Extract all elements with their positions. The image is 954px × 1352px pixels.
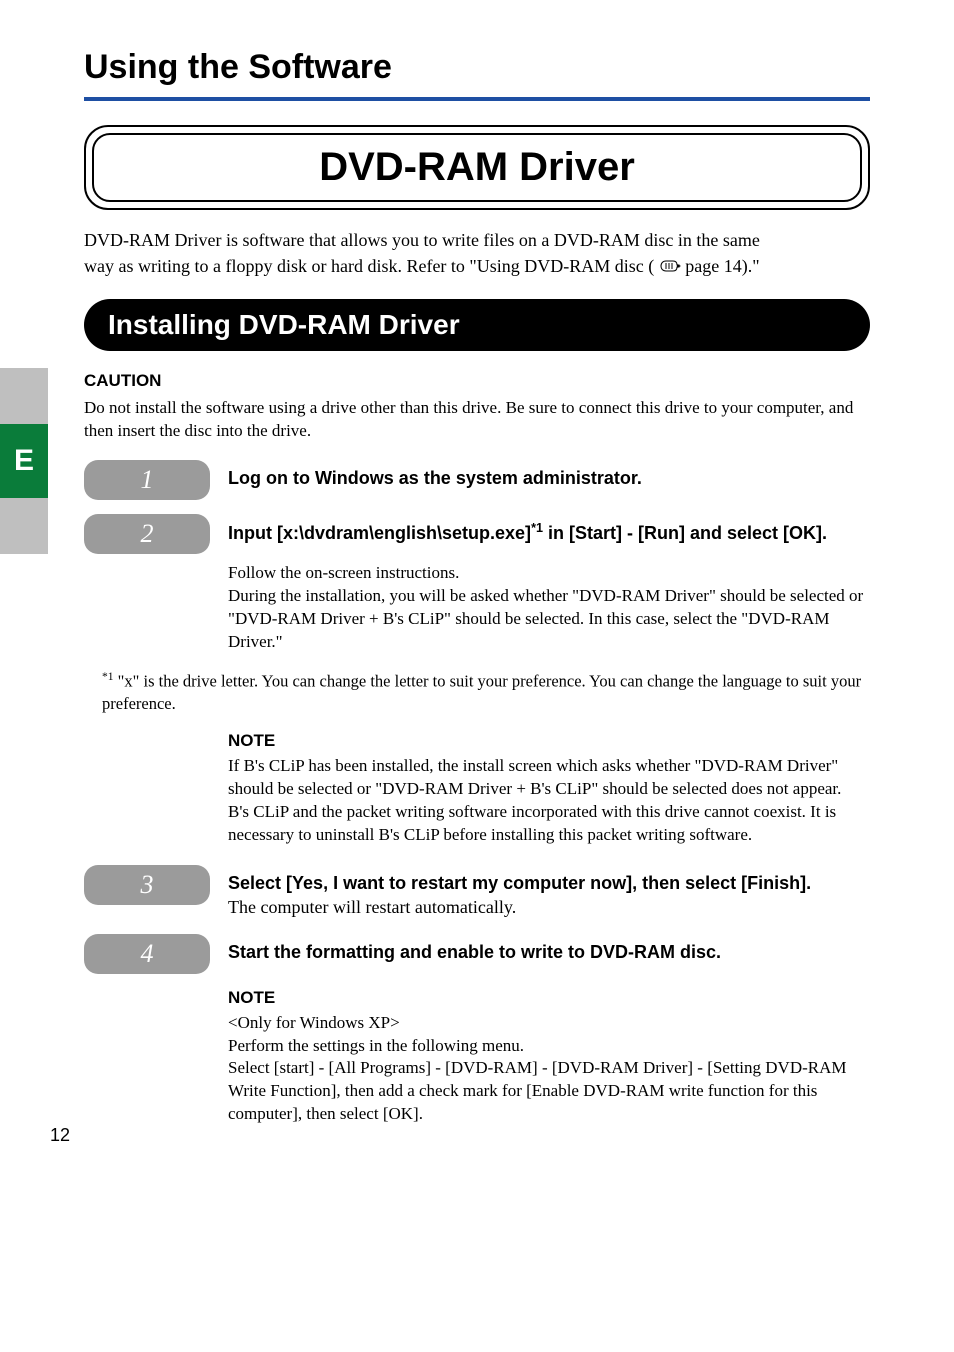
step-number-4: 4 (84, 934, 210, 974)
framed-title-outer: DVD-RAM Driver (84, 125, 870, 210)
step-2-sub: Follow the on-screen instructions. Durin… (228, 562, 870, 654)
intro-line-2b: page 14)." (685, 256, 759, 276)
step-number-1: 1 (84, 460, 210, 500)
step-4-note: NOTE <Only for Windows XP> Perform the s… (228, 988, 870, 1127)
footnote-1-text: *1 "x" is the drive letter. You can chan… (102, 670, 870, 715)
caution-label: CAUTION (84, 371, 870, 391)
step-3: 3 Select [Yes, I want to restart my comp… (84, 865, 870, 920)
step-2-note-line1: If B's CLiP has been installed, the inst… (228, 755, 870, 801)
step-4-primary: Start the formatting and enable to write… (228, 940, 870, 964)
intro-line-2: way as writing to a floppy disk or hard … (84, 254, 870, 280)
step-3-body: Select [Yes, I want to restart my comput… (228, 865, 870, 920)
step-1: 1 Log on to Windows as the system admini… (84, 460, 870, 500)
step-2-body: Input [x:\dvdram\english\setup.exe]*1 in… (228, 514, 870, 545)
page-container: Using the Software DVD-RAM Driver DVD-RA… (0, 0, 954, 1174)
step-2-sub-line1: Follow the on-screen instructions. (228, 562, 870, 585)
step-4-note-line2: Perform the settings in the following me… (228, 1035, 870, 1058)
framed-title-text: DVD-RAM Driver (94, 145, 860, 190)
section-title: Using the Software (84, 48, 870, 87)
caution-text: Do not install the software using a driv… (84, 397, 870, 443)
footnote-1-marker: *1 (102, 671, 114, 683)
title-rule (84, 97, 870, 101)
step-2: 2 Input [x:\dvdram\english\setup.exe]*1 … (84, 514, 870, 554)
step-4-note-line1: <Only for Windows XP> (228, 1012, 870, 1035)
step-4-note-line3: Select [start] - [All Programs] - [DVD-R… (228, 1057, 870, 1126)
intro-line-2a: way as writing to a floppy disk or hard … (84, 256, 654, 276)
step-number-3: 3 (84, 865, 210, 905)
intro-line-1: DVD-RAM Driver is software that allows y… (84, 228, 870, 252)
step-1-body: Log on to Windows as the system administ… (228, 460, 870, 490)
step-4-body: Start the formatting and enable to write… (228, 934, 870, 964)
step-2-note-label: NOTE (228, 731, 870, 751)
intro-text: DVD-RAM Driver is software that allows y… (84, 228, 870, 281)
step-2-note-line2: B's CLiP and the packet writing software… (228, 801, 870, 847)
step-4: 4 Start the formatting and enable to wri… (84, 934, 870, 974)
step-2-footnote-ref: *1 (531, 521, 543, 535)
framed-title-inner: DVD-RAM Driver (92, 133, 862, 202)
step-3-sub: The computer will restart automatically. (228, 895, 870, 919)
step-2-primary-a: Input [x: (228, 523, 299, 543)
step-2-primary-b: \dvdram\english\setup.exe] (299, 523, 531, 543)
installing-heading: Installing DVD-RAM Driver (84, 299, 870, 351)
step-4-note-label: NOTE (228, 988, 870, 1008)
page-number: 12 (50, 1125, 70, 1146)
step-2-primary-c: in [Start] - [Run] and select [OK]. (543, 523, 827, 543)
step-2-note: NOTE If B's CLiP has been installed, the… (228, 731, 870, 847)
step-3-primary: Select [Yes, I want to restart my comput… (228, 871, 870, 895)
step-2-sub-line2: During the installation, you will be ask… (228, 585, 870, 654)
footnote-1: *1 "x" is the drive letter. You can chan… (102, 670, 870, 715)
footnote-1-body: "x" is the drive letter. You can change … (102, 672, 861, 713)
step-1-primary: Log on to Windows as the system administ… (228, 466, 870, 490)
pointer-icon (659, 256, 681, 280)
caution-block: CAUTION Do not install the software usin… (84, 371, 870, 443)
step-number-2: 2 (84, 514, 210, 554)
step-2-primary: Input [x:\dvdram\english\setup.exe]*1 in… (228, 520, 870, 545)
